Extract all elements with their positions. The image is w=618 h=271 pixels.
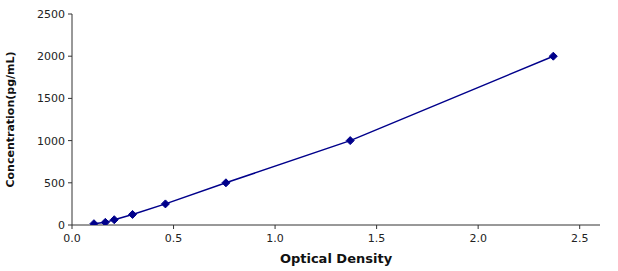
x-tick <box>376 225 377 229</box>
data-point <box>549 52 557 60</box>
y-tick-label: 500 <box>44 177 65 190</box>
data-point <box>222 179 230 187</box>
y-tick-label: 1500 <box>37 92 65 105</box>
y-tick <box>68 14 72 15</box>
x-tick <box>275 225 276 229</box>
data-point <box>129 210 137 218</box>
y-tick <box>68 182 72 183</box>
y-tick-label: 2000 <box>37 50 65 63</box>
y-tick <box>68 225 72 226</box>
y-tick-label: 2500 <box>37 8 65 21</box>
chart: 0.0 0.5 1.0 1.5 2.0 2.5 0 500 1000 1500 2000 2500 Op… <box>0 0 618 271</box>
x-tick <box>579 225 580 229</box>
x-tick <box>173 225 174 229</box>
data-point <box>90 220 98 225</box>
y-tick-label: 0 <box>58 219 65 232</box>
y-axis-line <box>72 14 73 225</box>
y-tick-label: 1000 <box>37 135 65 148</box>
x-tick-label: 0.5 <box>165 232 183 245</box>
x-tick-label: 0.0 <box>63 232 81 245</box>
data-point <box>101 218 109 225</box>
y-tick <box>68 140 72 141</box>
data-point <box>110 216 118 224</box>
x-tick <box>478 225 479 229</box>
y-axis-label: Concentration(pg/mL) <box>4 51 17 187</box>
plot-area <box>90 52 557 225</box>
data-line <box>94 56 553 223</box>
x-tick-label: 2.5 <box>571 232 589 245</box>
x-tick-label: 2.0 <box>469 232 487 245</box>
x-axis-label: Optical Density <box>280 251 393 266</box>
y-tick <box>68 56 72 57</box>
x-tick-label: 1.0 <box>266 232 284 245</box>
data-point <box>161 200 169 208</box>
x-tick-label: 1.5 <box>368 232 386 245</box>
y-tick <box>68 98 72 99</box>
x-tick <box>72 225 73 229</box>
x-axis-line <box>72 225 600 226</box>
data-point <box>346 137 354 145</box>
